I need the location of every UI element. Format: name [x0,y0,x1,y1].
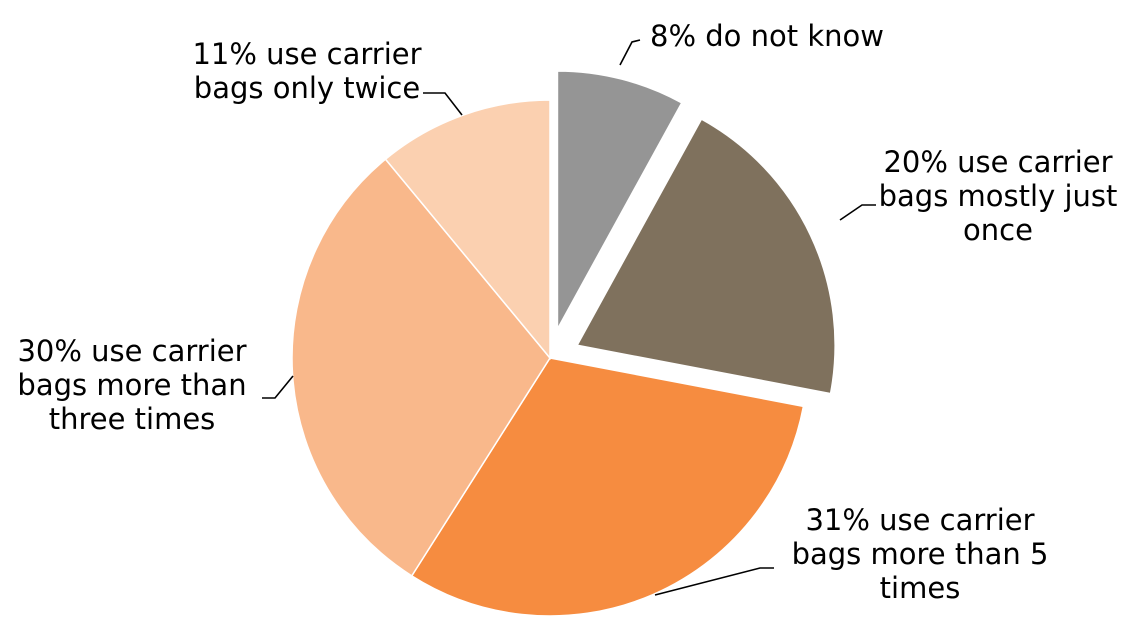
slice-label-line: bags more than 5 [792,537,1049,571]
slice-label-line: 20% use carrier [883,145,1112,179]
slice-label-2: 20% use carrier bags mostly just once [879,145,1118,247]
slice-label-line: times [880,571,961,605]
slice-label-4: 30% use carrier bags more than three times [17,334,246,436]
labels-layer: 8% do not know 20% use carrier bags mostly… [17,19,1117,605]
pie-slice-2 [575,118,836,395]
pie-slice-1 [556,70,683,330]
slice-label-line: 31% use carrier [805,503,1034,537]
slice-label-line: bags mostly just [879,179,1118,213]
leader-line-3 [654,567,774,596]
slice-label-line: 11% use carrier [192,37,421,71]
leader-line-4 [262,375,294,399]
slice-label-line: bags more than [17,368,246,402]
slice-label-line: three times [49,402,216,436]
leader-line-5 [423,92,463,116]
leader-line-1 [619,39,641,66]
slice-label-line: 30% use carrier [17,334,246,368]
slice-label-line: bags only twice [194,71,420,105]
slice-label-1: 8% do not know [650,19,884,53]
pie-slice-4 [291,158,551,577]
slice-label-5: 11% use carrier bags only twice [192,37,421,105]
leader-line-2 [839,204,876,221]
leaders-layer [262,39,876,596]
slice-label-line: once [963,213,1033,247]
slices-layer [291,70,836,617]
slice-label-line: 8% do not know [650,19,884,53]
pie-slice-5 [384,99,551,361]
slice-label-3: 31% use carrier bags more than 5 times [792,503,1049,605]
